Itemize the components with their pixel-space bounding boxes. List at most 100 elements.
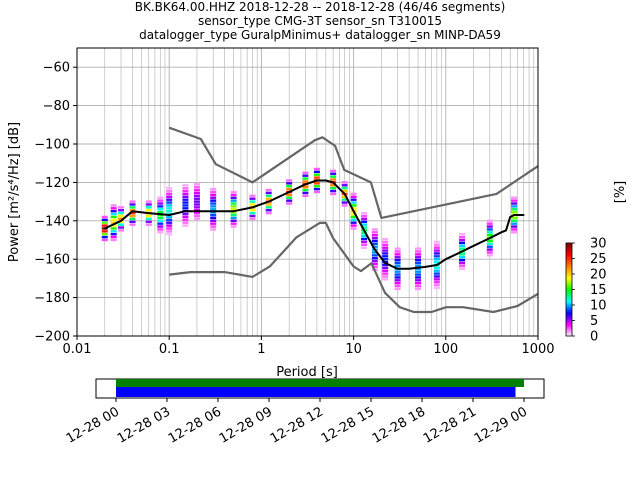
psd-density-cell xyxy=(459,256,466,259)
psd-density-cell xyxy=(157,216,164,220)
colorbar-segment xyxy=(566,255,572,258)
psd-density-cell xyxy=(330,184,337,187)
psd-density-cell xyxy=(382,246,389,249)
timeline-tick-label: 12-28 09 xyxy=(217,404,275,446)
psd-density-cell xyxy=(302,186,309,189)
median-psd-point xyxy=(332,181,334,184)
psd-density-cell xyxy=(110,224,117,227)
psd-density-cell xyxy=(182,215,189,219)
psd-density-cell xyxy=(486,239,493,243)
psd-density-cell xyxy=(286,182,293,185)
psd-density-cell xyxy=(486,228,493,231)
psd-density-cell xyxy=(182,198,189,201)
psd-density-cell xyxy=(459,244,466,247)
psd-density-cell xyxy=(182,195,189,198)
median-psd-point xyxy=(184,210,187,212)
x-tick-label: 10 xyxy=(345,342,362,357)
psd-density-cell xyxy=(486,225,493,228)
psd-density-cell xyxy=(415,287,422,291)
psd-density-cell xyxy=(193,214,200,218)
psd-density-cell xyxy=(193,191,200,195)
chart-title-line-3: datalogger_type GuralpMinimus+ datalogge… xyxy=(139,28,501,42)
psd-density-cell xyxy=(486,219,493,222)
colorbar-segment xyxy=(566,297,572,300)
colorbar-segment xyxy=(566,334,572,337)
median-psd-point xyxy=(325,179,327,182)
psd-density-cell xyxy=(459,253,466,256)
psd-density-cell xyxy=(394,258,401,262)
psd-density-cell xyxy=(415,253,422,256)
psd-density-cell xyxy=(193,194,200,198)
psd-density-cell xyxy=(330,172,337,175)
median-psd-point xyxy=(436,264,438,266)
colorbar-tick-label: 0 xyxy=(590,330,598,345)
psd-density-cell xyxy=(117,229,124,232)
psd-density-cell xyxy=(350,207,357,210)
psd-density-cell xyxy=(145,223,152,226)
psd-density-cell xyxy=(459,247,466,250)
psd-density-cell xyxy=(433,246,440,249)
psd-plot-area: 0.01 0.1 1 10 100 1000 −200 −180 −160 −140 −120 −10… xyxy=(34,47,555,357)
psd-density-cell xyxy=(182,224,189,227)
psd-density-cell xyxy=(371,228,378,231)
colorbar-segment xyxy=(566,283,572,286)
colorbar-tick-label: 20 xyxy=(590,268,607,283)
psd-density-cell xyxy=(157,202,164,205)
psd-density-cell xyxy=(382,272,389,275)
median-psd-point xyxy=(374,248,376,251)
psd-density-cell xyxy=(230,190,237,194)
psd-density-cell xyxy=(193,183,200,186)
psd-density-cell xyxy=(415,273,422,276)
psd-density-cell xyxy=(230,202,237,205)
median-psd-point xyxy=(251,206,254,209)
psd-density-cell xyxy=(145,200,152,203)
chart-title-line-1: BK.BK64.00.HHZ 2018-12-28 -- 2018-12-28 … xyxy=(134,0,506,14)
colorbar-segment xyxy=(566,328,572,331)
psd-density-cell xyxy=(341,181,348,184)
colorbar-segment xyxy=(566,309,572,312)
colorbar-segment xyxy=(566,280,572,283)
psd-density-cell xyxy=(166,201,173,204)
psd-density-cell xyxy=(382,278,389,281)
psd-density-cell xyxy=(210,213,217,217)
psd-density-cell xyxy=(286,185,293,188)
y-tick-label: −60 xyxy=(43,61,70,76)
psd-density-cell xyxy=(382,269,389,272)
psd-density-cell xyxy=(110,212,117,216)
psd-density-cell xyxy=(361,220,368,223)
psd-density-cell xyxy=(166,227,173,230)
median-psd-point xyxy=(131,210,134,212)
psd-density-cell xyxy=(350,218,357,222)
psd-density-cell xyxy=(382,243,389,246)
psd-density-cell xyxy=(193,188,200,192)
psd-density-cell xyxy=(371,236,378,240)
psd-density-cell xyxy=(166,207,173,210)
psd-density-cell xyxy=(433,260,440,264)
psd-density-cell xyxy=(459,238,466,242)
psd-density-cell xyxy=(157,210,164,214)
median-psd-point xyxy=(384,262,386,264)
median-psd-point xyxy=(288,191,290,193)
psd-density-cell xyxy=(382,266,389,270)
psd-density-cell xyxy=(394,284,401,288)
psd-density-cell xyxy=(313,190,320,194)
psd-density-cell xyxy=(129,217,136,221)
psd-density-cell xyxy=(110,207,117,210)
colorbar-segment xyxy=(566,277,572,280)
median-psd-point xyxy=(513,214,515,216)
psd-density-cell xyxy=(486,231,493,234)
psd-density-cell xyxy=(330,189,337,193)
median-psd-point xyxy=(461,250,463,253)
colorbar-tick-label: 25 xyxy=(590,252,607,267)
colorbar-segment xyxy=(566,306,572,309)
psd-density-cell xyxy=(302,180,309,183)
psd-density-cell xyxy=(117,214,124,218)
psd-density-cell xyxy=(313,167,320,171)
psd-density-cell xyxy=(230,216,237,220)
psd-density-cell xyxy=(415,261,422,265)
psd-density-cell xyxy=(486,248,493,251)
y-tick-label: −140 xyxy=(34,214,70,229)
psd-density-cell xyxy=(210,202,217,205)
psd-density-cell xyxy=(313,173,320,176)
